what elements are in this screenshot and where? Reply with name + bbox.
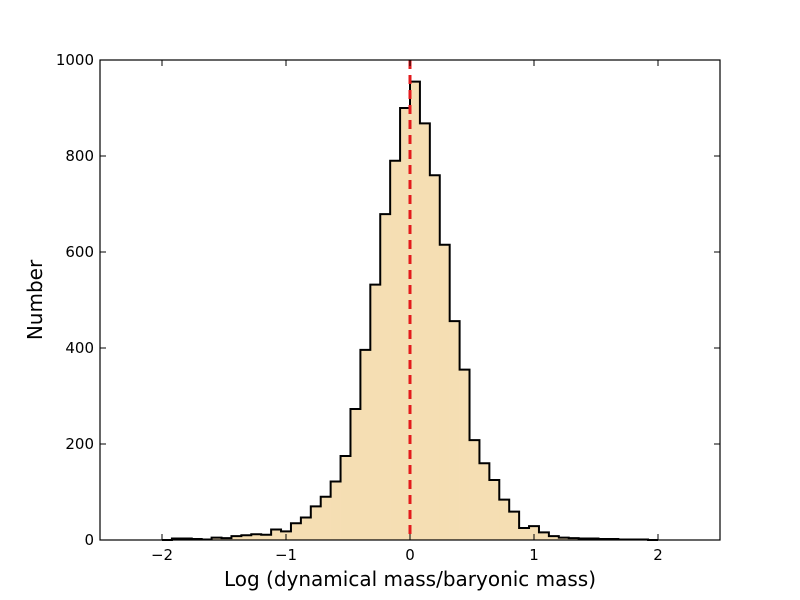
histogram-bar — [509, 511, 520, 540]
histogram-bar — [479, 463, 490, 540]
histogram-bar — [538, 532, 550, 540]
histogram-bar — [320, 496, 331, 540]
histogram-bar — [499, 499, 510, 540]
histogram-bar — [558, 537, 570, 540]
histogram-bar — [211, 537, 222, 540]
histogram-bar — [390, 160, 401, 541]
histogram-bar — [548, 536, 560, 540]
y-tick-label: 1000 — [56, 51, 94, 69]
y-tick-label: 0 — [84, 531, 94, 549]
histogram-bar — [529, 526, 540, 540]
histogram-bar — [261, 534, 272, 540]
x-tick-label: −2 — [151, 546, 173, 564]
histogram-bar — [410, 81, 421, 540]
histogram-bar — [380, 214, 391, 540]
y-tick-label: 600 — [65, 243, 94, 261]
histogram-bar — [231, 536, 242, 540]
x-tick-label: −1 — [275, 546, 297, 564]
histogram-bar — [400, 108, 411, 540]
histogram-bar — [419, 123, 431, 541]
histogram-bar — [469, 440, 480, 540]
histogram-bar — [429, 175, 441, 540]
histogram-bar — [370, 284, 381, 540]
ticks-layer: −2 −1 0 1 2 0 200 400 600 800 1000 — [56, 51, 720, 564]
histogram-bar — [360, 349, 371, 540]
histogram-bar — [340, 456, 351, 540]
histogram-bar — [350, 408, 361, 540]
histogram-outline — [162, 80, 658, 541]
x-tick-label: 0 — [405, 546, 415, 564]
histogram-bar — [449, 321, 460, 540]
x-axis-label: Log (dynamical mass/baryonic mass) — [224, 567, 596, 591]
bars-layer — [171, 81, 649, 541]
histogram-bar — [330, 481, 341, 540]
histogram-bar — [290, 523, 302, 540]
x-tick-label: 1 — [529, 546, 539, 564]
y-tick-label: 400 — [65, 339, 94, 357]
histogram-bar — [310, 506, 322, 540]
histogram-bar — [300, 517, 312, 540]
y-tick-label: 800 — [65, 147, 94, 165]
histogram-bar — [241, 535, 252, 540]
histogram-bar — [459, 369, 470, 540]
y-axis-label: Number — [23, 259, 47, 340]
histogram-bar — [251, 534, 262, 540]
y-tick-label: 200 — [65, 435, 94, 453]
histogram-bar — [439, 244, 450, 541]
histogram-bar — [519, 528, 530, 540]
histogram-bar — [271, 529, 282, 540]
x-tick-label: 2 — [653, 546, 663, 564]
histogram-bar — [489, 480, 500, 540]
